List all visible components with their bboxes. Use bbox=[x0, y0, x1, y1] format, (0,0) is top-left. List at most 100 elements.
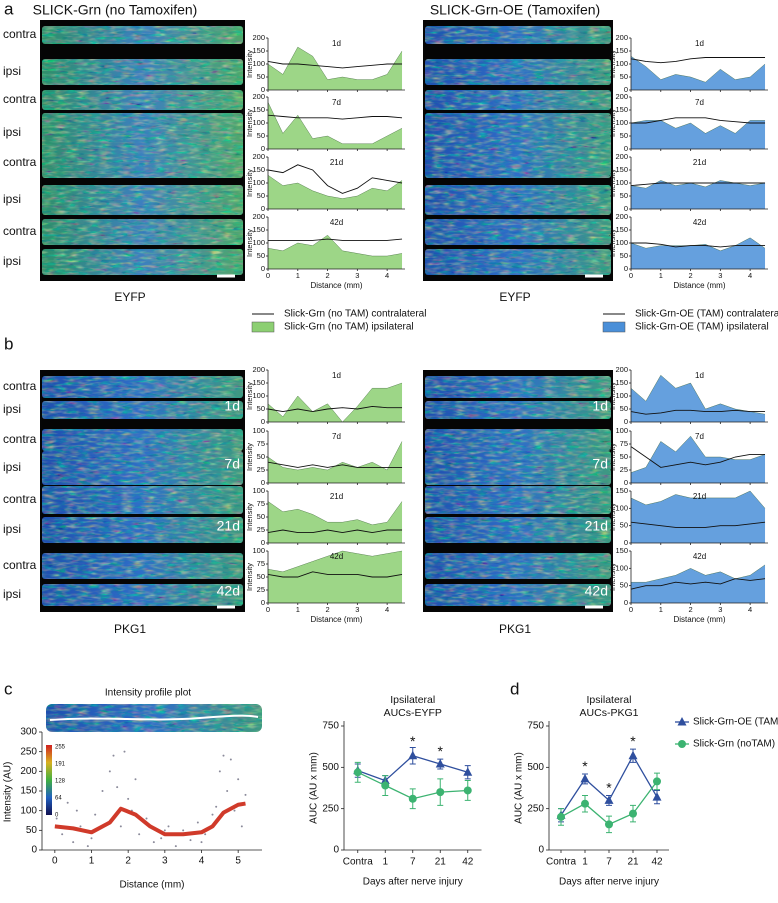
y-tick-label: 100 bbox=[615, 503, 628, 512]
tissue-image-texture bbox=[42, 59, 243, 85]
tissue-image-texture bbox=[42, 90, 243, 110]
tissue-image-texture bbox=[425, 113, 611, 153]
scatter-point bbox=[182, 829, 185, 832]
y-tick-label: 0 bbox=[261, 417, 265, 426]
row-label: ipsi bbox=[3, 460, 21, 474]
scatter-point bbox=[196, 821, 199, 824]
scatter-point bbox=[226, 790, 229, 792]
marker bbox=[628, 750, 638, 760]
y-tick-label: 150 bbox=[615, 46, 628, 55]
y-tick-label: 250 bbox=[20, 746, 37, 757]
chart-label: 1d bbox=[695, 371, 704, 380]
scatter-point bbox=[134, 778, 137, 781]
y-axis-label: Intensity bbox=[245, 50, 254, 78]
chart-label: 1d bbox=[695, 39, 704, 48]
contra-line bbox=[631, 242, 766, 248]
row-label: contra bbox=[3, 92, 37, 106]
tissue-image-texture bbox=[425, 185, 611, 215]
marker bbox=[435, 759, 445, 768]
marker bbox=[557, 812, 565, 821]
y-tick-label: 200 bbox=[615, 92, 628, 101]
contra-line bbox=[631, 117, 766, 124]
scatter-point bbox=[163, 829, 166, 832]
y-axis-label: Intensity bbox=[245, 503, 254, 531]
y-tick-label: 25 bbox=[257, 585, 265, 594]
legend-swatch bbox=[602, 321, 626, 333]
tissue-image-texture bbox=[42, 219, 243, 245]
y-tick-label: 750 bbox=[322, 721, 339, 732]
contra-line bbox=[267, 571, 403, 578]
ipsi-area bbox=[268, 47, 403, 90]
x-axis-label: Distance (mm) bbox=[119, 880, 184, 891]
row-label: contra bbox=[3, 27, 37, 41]
y-tick-label: 100 bbox=[252, 486, 265, 495]
scatter-point bbox=[145, 817, 148, 820]
y-tick-label: 50 bbox=[257, 452, 265, 461]
y-tick-label: 150 bbox=[615, 378, 628, 387]
x-tick-label: 5 bbox=[235, 856, 241, 867]
contra-line bbox=[630, 57, 766, 64]
day-label: 7d bbox=[592, 456, 608, 472]
y-tick-label: 200 bbox=[252, 365, 265, 374]
tissue-image-texture bbox=[42, 451, 243, 485]
scatter-point bbox=[112, 754, 115, 757]
scatter-point bbox=[79, 825, 82, 828]
y-tick-label: 200 bbox=[615, 152, 628, 161]
profile-line bbox=[54, 801, 246, 837]
y-tick-label: 100 bbox=[615, 59, 628, 68]
chart-subtitle: AUCs-PKG1 bbox=[580, 707, 639, 719]
scatter-point bbox=[75, 809, 78, 812]
row-label: contra bbox=[3, 155, 37, 169]
y-tick-label: 100 bbox=[252, 546, 265, 555]
marker bbox=[408, 794, 417, 803]
contra-line bbox=[267, 529, 403, 534]
y-tick-label: 25 bbox=[257, 525, 265, 534]
stain-label: EYFP bbox=[114, 290, 145, 304]
tissue-image-texture bbox=[42, 249, 243, 275]
y-tick-label: 200 bbox=[615, 33, 628, 42]
y-tick-label: 0 bbox=[624, 538, 628, 547]
y-tick-label: 50 bbox=[257, 572, 265, 581]
y-tick-label: 250 bbox=[322, 803, 339, 814]
row-label: ipsi bbox=[3, 522, 21, 536]
x-tick-label: 21 bbox=[435, 857, 447, 868]
row-label: ipsi bbox=[3, 125, 21, 139]
panel-letter: a bbox=[4, 0, 14, 18]
x-tick-label: 1 bbox=[582, 857, 588, 868]
scatter-point bbox=[108, 770, 111, 773]
y-axis-label: Intensity bbox=[608, 50, 617, 78]
scatter-point bbox=[218, 770, 221, 773]
legend-label: Slick-Grn (no TAM) ipsilateral bbox=[284, 322, 414, 333]
y-axis-label: Intensity bbox=[608, 563, 617, 591]
y-tick-label: 100 bbox=[252, 118, 265, 127]
colorbar-label: 64 bbox=[55, 796, 62, 802]
scatter-point bbox=[86, 845, 89, 848]
contra-line bbox=[630, 409, 766, 415]
ipsi-line bbox=[630, 180, 766, 189]
y-tick-label: 150 bbox=[252, 105, 265, 114]
tissue-image-texture bbox=[42, 376, 243, 398]
y-axis-label: AUC (AU x mm) bbox=[309, 752, 320, 824]
axes bbox=[41, 732, 262, 851]
y-tick-label: 0 bbox=[261, 144, 265, 153]
tissue-image-texture bbox=[425, 26, 611, 44]
tissue-image-texture bbox=[42, 185, 243, 215]
y-tick-label: 50 bbox=[257, 131, 265, 140]
y-tick-label: 0 bbox=[261, 538, 265, 547]
y-tick-label: 50 bbox=[257, 404, 265, 413]
tissue-image-texture bbox=[42, 517, 243, 543]
y-tick-label: 150 bbox=[615, 225, 628, 234]
y-tick-label: 100 bbox=[615, 238, 628, 247]
scatter-point bbox=[66, 801, 69, 804]
chart-label: 42d bbox=[693, 218, 706, 227]
x-axis-label: Distance (mm) bbox=[310, 281, 362, 290]
scatter-point bbox=[204, 833, 207, 836]
ipsi-line bbox=[267, 102, 403, 145]
contra-line bbox=[630, 578, 766, 590]
x-tick-label: 1 bbox=[659, 271, 663, 280]
y-tick-label: 150 bbox=[615, 546, 628, 555]
chart-title: Ipsilateral bbox=[390, 694, 435, 706]
y-tick-label: 50 bbox=[620, 404, 628, 413]
tissue-image-texture bbox=[425, 59, 611, 85]
y-axis-label: Intensity bbox=[608, 109, 617, 137]
